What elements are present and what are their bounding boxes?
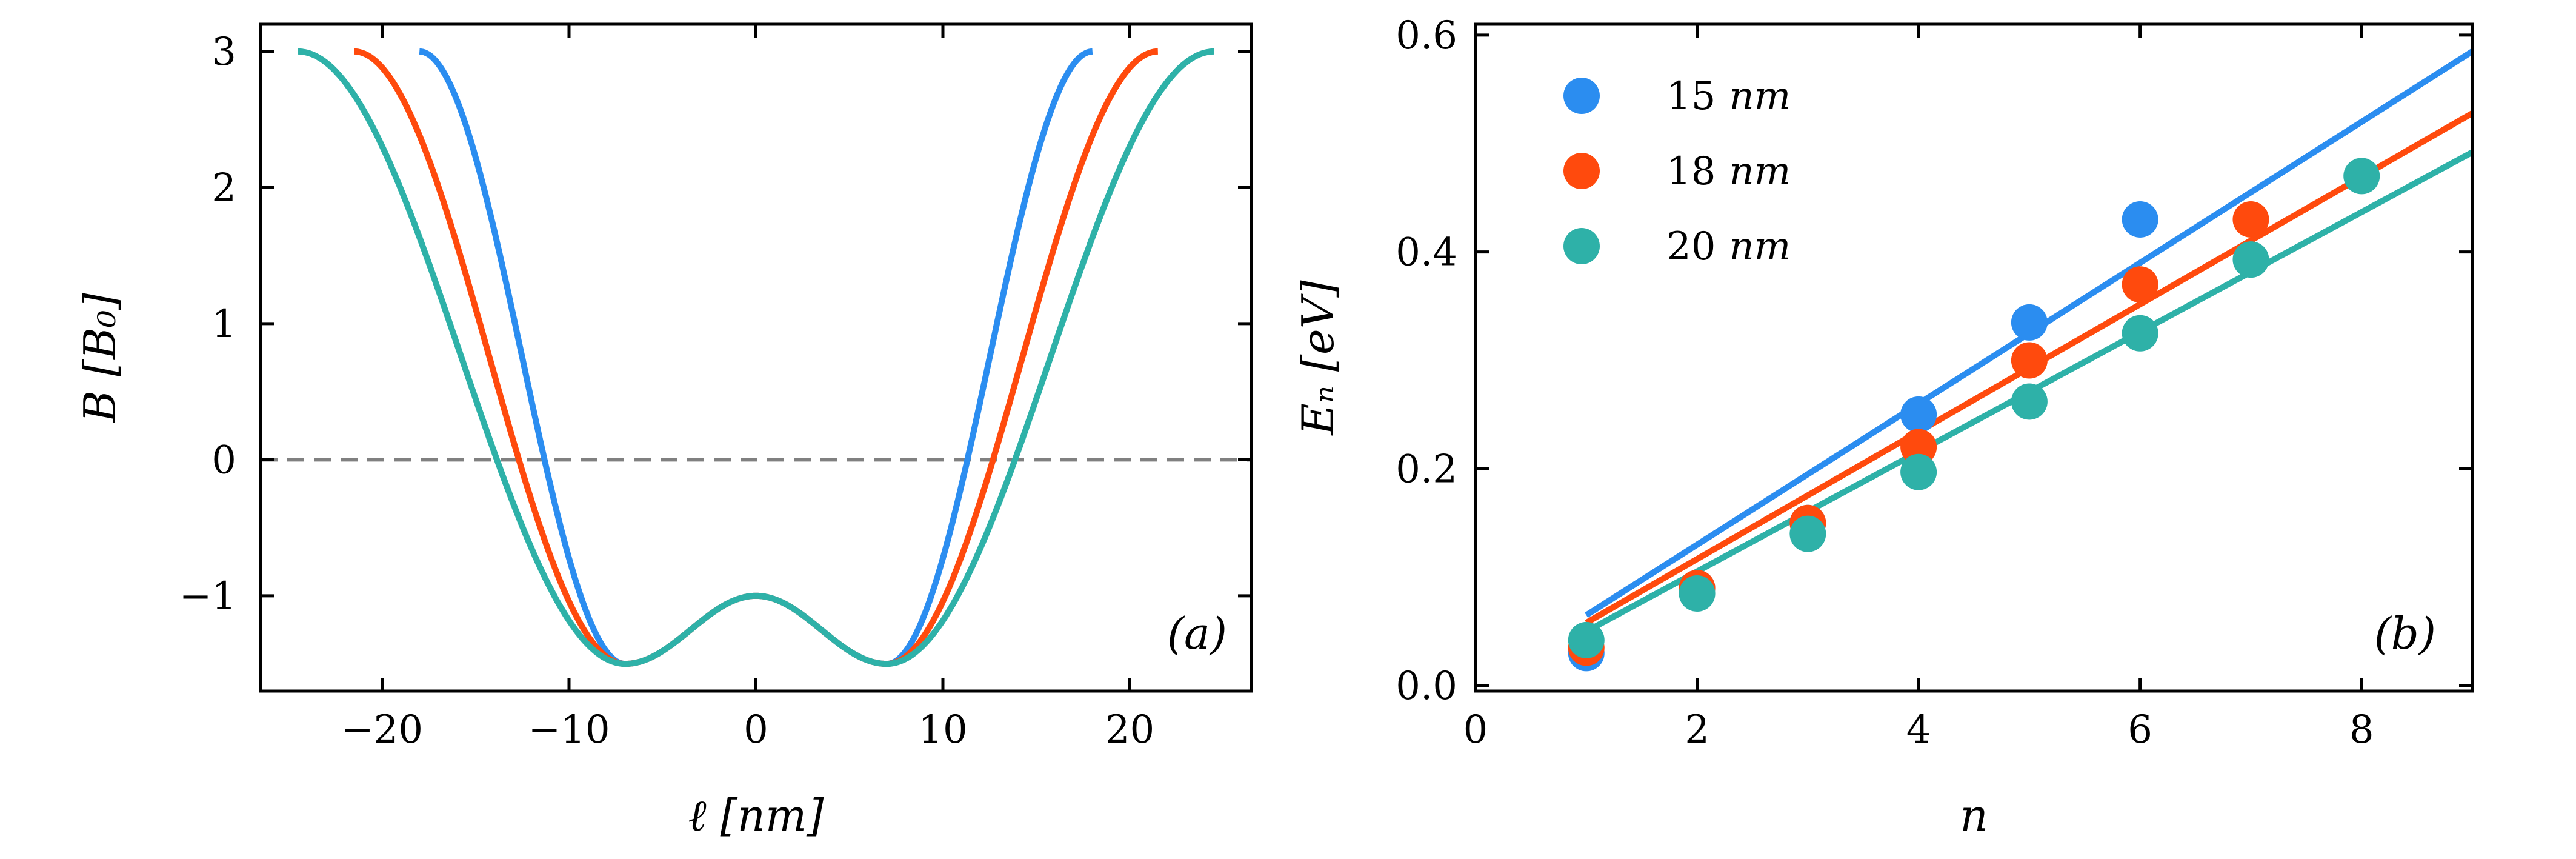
linear-fit-lines: [1585, 48, 2474, 635]
panel-b-label: (b): [2374, 608, 2436, 659]
y-tick-label: 1: [211, 302, 236, 347]
point-20-nm: [2011, 383, 2048, 420]
curve-20-nm: [297, 48, 1215, 667]
y-tick-label: 0.4: [1396, 230, 1457, 275]
legend-label-unit: nm: [1729, 149, 1791, 194]
x-tick-label: 6: [2128, 707, 2152, 752]
y-tick-label: 2: [211, 165, 236, 210]
x-tick-label: 20: [1105, 707, 1154, 752]
point-20-nm: [2343, 158, 2380, 195]
legend-label-value: 20: [1666, 224, 1716, 269]
panel-b-ticks: 0 2 4 6 8 0.0 0.2 0.4 0.6: [1396, 13, 2472, 752]
point-15-nm: [2011, 304, 2048, 341]
point-20-nm: [2232, 241, 2269, 278]
y-tick-label: 0: [211, 438, 236, 483]
x-tick-label: 2: [1685, 707, 1709, 752]
legend-label-unit: nm: [1729, 224, 1791, 269]
panel-b-x-axis-label: n: [1960, 790, 1988, 841]
legend-label: 20 nm: [1666, 224, 1791, 269]
legend: 15 nm 18 nm 20 nm: [1563, 74, 1791, 269]
legend-marker: [1563, 153, 1600, 189]
x-tick-label: 0: [1463, 707, 1488, 752]
point-20-nm: [2122, 315, 2158, 352]
panel-a-label: (a): [1167, 608, 1227, 659]
point-15-nm: [1900, 396, 1937, 433]
legend-marker: [1563, 228, 1600, 264]
point-20-nm: [1900, 453, 1937, 490]
field-profile-curves: [297, 48, 1215, 667]
panel-a-y-axis-label: B [B₀]: [75, 292, 125, 424]
x-tick-label: 4: [1906, 707, 1931, 752]
x-tick-label: 10: [918, 707, 967, 752]
curve-15-nm: [418, 48, 1094, 667]
legend-label: 18 nm: [1666, 149, 1791, 194]
legend-marker: [1563, 78, 1600, 114]
y-tick-label: 0.0: [1396, 664, 1457, 709]
panel-b: 0 2 4 6 8 0.0 0.2 0.4 0.6 15 nm 18 nm 20 nm n Eₙ [eV]…: [1293, 13, 2474, 841]
panel-a-frame: [259, 22, 1253, 693]
energy-data-points: [1568, 158, 2380, 672]
legend-label-value: 15: [1666, 74, 1716, 119]
x-tick-label: 0: [744, 707, 768, 752]
point-18-nm: [1900, 429, 1937, 466]
x-tick-label: −10: [528, 707, 610, 752]
y-tick-label: −1: [179, 574, 236, 619]
x-tick-label: 8: [2349, 707, 2374, 752]
point-20-nm: [1679, 575, 1716, 612]
point-20-nm: [1789, 515, 1826, 552]
point-18-nm: [2011, 342, 2048, 379]
legend-label: 15 nm: [1666, 74, 1791, 119]
y-tick-label: 0.6: [1396, 13, 1457, 58]
legend-label-value: 18: [1666, 149, 1716, 194]
panel-b-frame: [1474, 22, 2474, 693]
point-18-nm: [2122, 266, 2158, 303]
y-tick-label: 0.2: [1396, 447, 1457, 492]
point-18-nm: [2232, 201, 2269, 238]
x-tick-label: −20: [341, 707, 423, 752]
y-tick-label: 3: [211, 30, 236, 75]
panel-b-y-axis-label: Eₙ [eV]: [1293, 279, 1343, 436]
point-15-nm: [2122, 201, 2158, 238]
panel-a-x-axis-label: ℓ [nm]: [688, 790, 825, 841]
legend-label-unit: nm: [1729, 74, 1791, 119]
point-20-nm: [1568, 621, 1605, 658]
